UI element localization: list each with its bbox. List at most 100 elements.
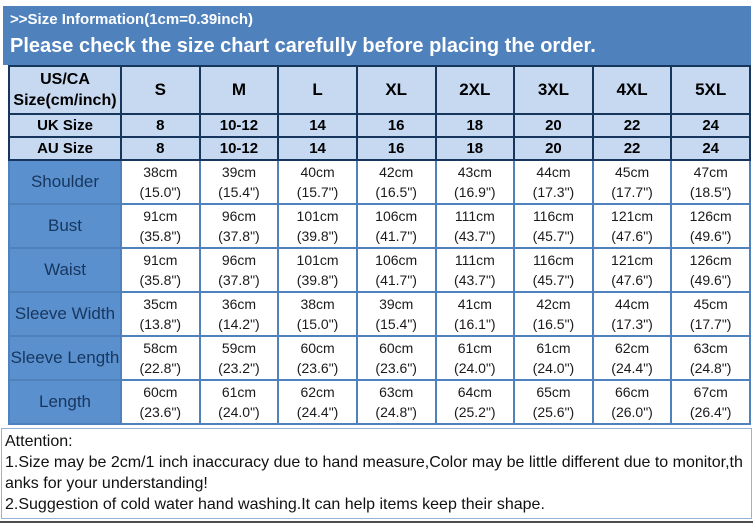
cm-value: 106cm (375, 208, 418, 224)
inch-value: (24.4") (611, 360, 653, 376)
cm-value: 60cm (143, 384, 178, 400)
cm-value: 41cm (457, 296, 492, 312)
inch-value: (24.0") (454, 360, 496, 376)
inch-value: (24.0") (218, 404, 260, 420)
measurement-label-cell: Sleeve Width (8, 291, 122, 337)
measurement-value-cell: 42cm (16.5") (513, 291, 594, 337)
cm-value: 126cm (689, 208, 732, 224)
inch-value: (35.8") (139, 228, 182, 244)
measurement-row: Sleeve Length 58cm (22.8") 59cm (23.2") 60cm (… (8, 335, 751, 381)
measurement-value-cell: 44cm (17.3") (591, 291, 673, 337)
region-size-cell: 14 (277, 113, 358, 138)
inch-value: (49.6") (689, 272, 732, 288)
measurement-value-cell: 62cm (24.4") (277, 379, 358, 425)
corner-header-cell: US/CA Size(cm/inch) (8, 65, 122, 115)
cm-value: 101cm (296, 252, 339, 268)
measurement-value-cell: 43cm (16.9") (434, 159, 516, 205)
measurement-label-cell: Waist (8, 247, 122, 293)
cm-value: 121cm (611, 208, 654, 224)
inch-value: (15.4") (375, 316, 417, 332)
size-header-cell: XL (355, 65, 437, 115)
measurement-value-cell: 38cm (15.0") (120, 159, 201, 205)
measurement-row: Bust 91cm (35.8") 96cm (37.8") 101cm (39.8") 10… (8, 203, 751, 249)
size-header-row: US/CA Size(cm/inch) S M L XL 2XL 3XL 4XL 5XL (8, 65, 751, 115)
measurement-label-cell: Length (8, 379, 122, 425)
measurement-value-cell: 65cm (25.6") (513, 379, 594, 425)
inch-value: (16.1") (454, 316, 496, 332)
cm-value: 67cm (693, 384, 728, 400)
inch-value: (41.7") (375, 228, 417, 244)
region-size-row: UK Size 8 10-12 14 16 18 20 22 24 (8, 113, 751, 138)
measurement-label-cell: Sleeve Length (8, 335, 122, 381)
inch-value: (24.8") (375, 404, 417, 420)
measurement-value-cell: 96cm (37.8") (198, 203, 280, 249)
inch-value: (13.8") (139, 316, 182, 332)
cm-value: 58cm (143, 340, 178, 356)
measurement-value-cell: 47cm (18.5") (670, 159, 751, 205)
measurement-value-cell: 67cm (26.4") (670, 379, 751, 425)
cm-value: 121cm (611, 252, 654, 268)
measurement-value-cell: 61cm (24.0") (434, 335, 516, 381)
measurement-value-cell: 45cm (17.7") (591, 159, 673, 205)
region-size-cell: 20 (513, 136, 594, 161)
inch-value: (14.2") (218, 316, 260, 332)
measurement-value-cell: 45cm (17.7") (670, 291, 751, 337)
inch-value: (24.0") (532, 360, 575, 376)
inch-value: (49.6") (689, 228, 732, 244)
measurement-value-cell: 60cm (23.6") (277, 335, 358, 381)
measurement-value-cell: 116cm (45.7") (513, 247, 594, 293)
cm-value: 39cm (221, 164, 257, 180)
inch-value: (45.7") (532, 272, 575, 288)
inch-value: (16.9") (454, 184, 496, 200)
measurement-value-cell: 39cm (15.4") (198, 159, 280, 205)
inch-value: (45.7") (532, 228, 575, 244)
inch-value: (25.6") (532, 404, 575, 420)
region-size-cell: 18 (434, 136, 516, 161)
inch-value: (17.3") (532, 184, 575, 200)
region-size-cell: 24 (670, 113, 751, 138)
measurement-value-cell: 91cm (35.8") (120, 203, 201, 249)
cm-value: 64cm (457, 384, 492, 400)
region-size-cell: 10-12 (198, 136, 280, 161)
cm-value: 96cm (221, 252, 257, 268)
measurement-value-cell: 96cm (37.8") (198, 247, 280, 293)
size-header-cell: S (120, 65, 201, 115)
cm-value: 111cm (454, 252, 495, 268)
inch-value: (17.7") (611, 184, 653, 200)
measurement-row: Shoulder 38cm (15.0") 39cm (15.4") 40cm (15.7"… (8, 159, 751, 205)
measurement-value-cell: 41cm (16.1") (434, 291, 516, 337)
region-size-cell: 20 (513, 113, 594, 138)
size-info-banner: >>Size Information(1cm=0.39inch) Please … (3, 6, 751, 65)
size-header-cell: L (277, 65, 358, 115)
cm-value: 96cm (221, 208, 257, 224)
cm-value: 111cm (454, 208, 495, 224)
inch-value: (25.2") (454, 404, 496, 420)
region-size-cell: 22 (591, 113, 673, 138)
inch-value: (47.6") (611, 228, 653, 244)
measurement-value-cell: 66cm (26.0") (591, 379, 673, 425)
inch-value: (17.3") (611, 316, 653, 332)
measurement-value-cell: 39cm (15.4") (355, 291, 437, 337)
cm-value: 106cm (375, 252, 418, 268)
inch-value: (41.7") (375, 272, 417, 288)
cm-value: 43cm (457, 164, 492, 180)
attention-note: 2.Suggestion of cold water hand washing.… (5, 496, 545, 513)
measurement-value-cell: 61cm (24.0") (513, 335, 594, 381)
region-size-cell: 10-12 (198, 113, 280, 138)
cm-value: 116cm (532, 252, 574, 268)
cm-value: 60cm (300, 340, 335, 356)
inch-value: (22.8") (139, 360, 182, 376)
measurement-value-cell: 60cm (23.6") (120, 379, 201, 425)
cm-value: 44cm (536, 164, 571, 180)
inch-value: (23.6") (375, 360, 417, 376)
cm-value: 61cm (536, 340, 571, 356)
measurement-value-cell: 126cm (49.6") (670, 247, 751, 293)
measurement-value-cell: 111cm (43.7") (434, 203, 516, 249)
cm-value: 38cm (300, 296, 335, 312)
size-header-cell: 5XL (670, 65, 751, 115)
size-table: US/CA Size(cm/inch) S M L XL 2XL 3XL 4XL 5XL UK S… (8, 65, 751, 425)
measurement-row: Waist 91cm (35.8") 96cm (37.8") 101cm (39.8") 1… (8, 247, 751, 293)
bottom-divider (0, 521, 753, 523)
cm-value: 62cm (300, 384, 335, 400)
region-size-cell: 16 (355, 136, 437, 161)
